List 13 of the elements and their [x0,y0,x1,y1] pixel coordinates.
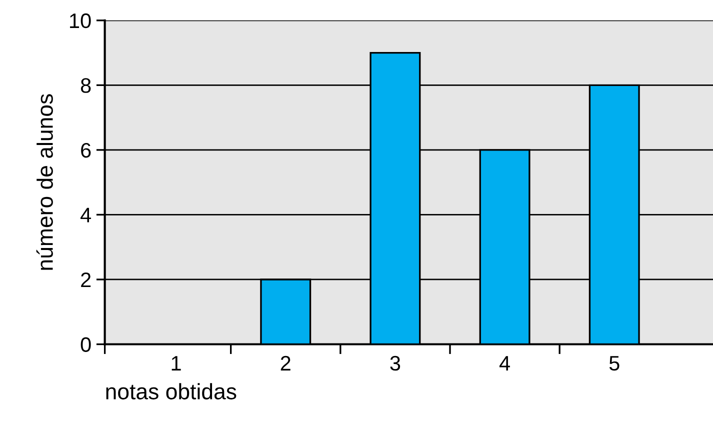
y-tick-label: 4 [80,208,92,222]
x-tick-label: 4 [499,356,510,370]
y-tick-label: 6 [81,142,91,158]
y-tick-label: 2 [81,272,91,288]
x-axis-title: notas obtidas [106,383,236,400]
x-tick-label: 5 [609,356,620,371]
x-tick-label: 2 [280,356,290,370]
y-tick-label: 0 [80,337,91,352]
y-tick-label: 8 [80,78,91,93]
x-tick-label: 3 [390,356,400,371]
y-axis-title: número de alunos [36,94,53,270]
x-tick-label: 1 [172,356,181,370]
y-tick-label: 10 [70,13,91,28]
